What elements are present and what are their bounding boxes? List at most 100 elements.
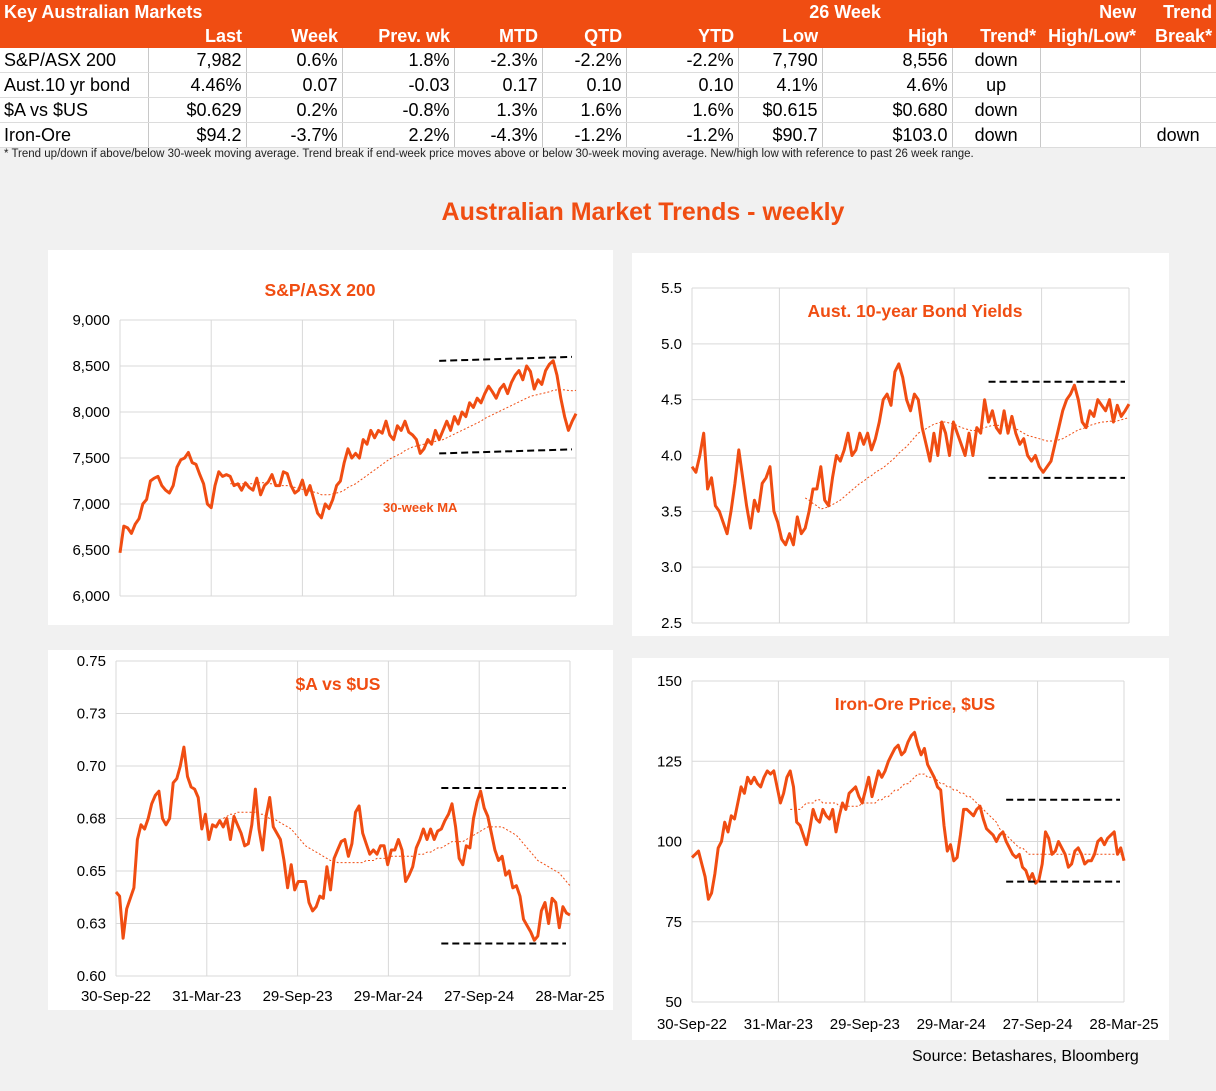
aud-usd-chart: 0.60 0.63 0.65 0.68 0.70 0.73 0.75 30-Sep-22 31-…: [77, 653, 605, 1005]
asx200-chart: 6,000 6,500 7,000 7,500 8,000 8,500 9,000 S&P/A…: [72, 280, 578, 605]
x-tick-label: 30-Sep-22: [657, 1016, 727, 1033]
table-title: Key Australian Markets: [0, 0, 627, 24]
table-cell-newhl: [1040, 72, 1141, 98]
table-cell-prev: -0.03: [342, 72, 455, 98]
table-cell-last: 4.46%: [148, 72, 247, 98]
col-header: High/Low*: [1040, 24, 1141, 48]
y-tick-label: 100: [657, 834, 682, 851]
table-row: $A vs $US $0.629 0.2% -0.8% 1.3% 1.6% 1.6% $0.6…: [0, 97, 1216, 123]
chart-title: S&P/ASX 200: [265, 280, 376, 300]
table-cell-high: $103.0: [822, 122, 953, 148]
y-tick-label: 150: [657, 673, 682, 690]
y-tick-label: 6,500: [72, 542, 110, 559]
table-cell-name: Iron-Ore: [0, 122, 149, 148]
header-new: New: [1040, 0, 1141, 24]
x-tick-label: 27-Sep-24: [444, 988, 514, 1005]
table-cell-prev: -0.8%: [342, 97, 455, 123]
x-tick-label: 27-Sep-24: [1003, 1016, 1073, 1033]
col-header: Low: [738, 24, 823, 48]
table-cell-brk: [1140, 97, 1216, 123]
table-cell-low: $90.7: [738, 122, 823, 148]
table-cell-mtd: 1.3%: [454, 97, 543, 123]
table-cell-name: $A vs $US: [0, 97, 149, 123]
range-line: [439, 355, 573, 362]
y-tick-label: 4.0: [661, 448, 682, 465]
y-tick-label: 0.75: [77, 653, 106, 670]
table-cell-qtd: -2.2%: [542, 48, 627, 73]
chart-panel-iron-ore: 50 75 100 125 150 30-Sep-22 31-Mar-23 29-Sep-23…: [632, 658, 1169, 1040]
x-tick-label: 29-Sep-23: [263, 988, 333, 1005]
price-series-line: [118, 359, 578, 554]
bond-yields-chart: 2.5 3.0 3.5 4.0 4.5 5.0 5.5 Aust. 10-year Bond …: [661, 280, 1131, 632]
table-cell-mtd: 0.17: [454, 72, 543, 98]
table-cell-prev: 1.8%: [342, 48, 455, 73]
table-cell-name: S&P/ASX 200: [0, 48, 149, 73]
header-26week: 26 Week: [738, 0, 953, 24]
table-cell-mtd: -2.3%: [454, 48, 543, 73]
col-header: MTD: [454, 24, 542, 48]
y-tick-label: 0.60: [77, 968, 106, 985]
price-series-line: [690, 362, 1131, 547]
table-cell-newhl: [1040, 97, 1141, 123]
table-cell-low: 7,790: [738, 48, 823, 73]
table-cell-mtd: -4.3%: [454, 122, 543, 148]
table-cell-high: 8,556: [822, 48, 953, 73]
y-tick-label: 2.5: [661, 615, 682, 632]
y-tick-label: 7,500: [72, 450, 110, 467]
y-tick-label: 3.5: [661, 503, 682, 520]
y-tick-label: 6,000: [72, 588, 110, 605]
moving-average-line: [222, 811, 571, 887]
y-tick-label: 125: [657, 753, 682, 770]
table-row: Iron-Ore $94.2 -3.7% 2.2% -4.3% -1.2% -1.2% $90…: [0, 122, 1216, 148]
x-tick-label: 28-Mar-25: [1089, 1016, 1158, 1033]
price-series-line: [114, 745, 571, 942]
table-cell-trend: down: [952, 97, 1041, 123]
table-cell-low: 4.1%: [738, 72, 823, 98]
table-cell-last: 7,982: [148, 48, 247, 73]
table-cell-name: Aust.10 yr bond: [0, 72, 149, 98]
table-cell-newhl: [1040, 122, 1141, 148]
header-trend: Trend: [1140, 0, 1216, 24]
table-cell-week: 0.2%: [246, 97, 343, 123]
table-cell-qtd: -1.2%: [542, 122, 627, 148]
chart-panel-bond-yields: 2.5 3.0 3.5 4.0 4.5 5.0 5.5 Aust. 10-year Bond …: [632, 253, 1169, 636]
col-header: High: [822, 24, 953, 48]
table-cell-last: $94.2: [148, 122, 247, 148]
table-cell-week: -3.7%: [246, 122, 343, 148]
source-note: Source: Betashares, Bloomberg: [912, 1048, 1139, 1065]
y-tick-label: 0.73: [77, 706, 106, 723]
table-cell-brk: down: [1140, 122, 1216, 148]
col-header: Prev. wk: [342, 24, 454, 48]
table-cell-high: $0.680: [822, 97, 953, 123]
col-header: Last: [148, 24, 246, 48]
y-tick-label: 8,500: [72, 358, 110, 375]
moving-average-line: [804, 417, 1130, 510]
table-cell-brk: [1140, 48, 1216, 73]
y-tick-label: 0.63: [77, 916, 106, 933]
col-header: YTD: [626, 24, 739, 48]
page-title: Australian Market Trends - weekly: [441, 198, 845, 226]
table-cell-ytd: -2.2%: [626, 48, 739, 73]
chart-panel-asx200: 6,000 6,500 7,000 7,500 8,000 8,500 9,000 S&P/A…: [48, 250, 613, 625]
table-cell-ytd: 1.6%: [626, 97, 739, 123]
markets-table: Key Australian Markets 26 Week New Trend…: [0, 0, 1216, 148]
col-header: Week: [246, 24, 342, 48]
price-series-line: [690, 730, 1126, 901]
col-header: Break*: [1140, 24, 1216, 48]
x-tick-label: 29-Mar-24: [354, 988, 423, 1005]
y-tick-label: 9,000: [72, 312, 110, 329]
x-tick-label: 31-Mar-23: [744, 1016, 813, 1033]
iron-ore-chart: 50 75 100 125 150 30-Sep-22 31-Mar-23 29-Sep-23…: [657, 673, 1159, 1033]
x-tick-label: 29-Mar-24: [917, 1016, 986, 1033]
col-header: QTD: [542, 24, 627, 48]
table-cell-prev: 2.2%: [342, 122, 455, 148]
table-cell-high: 4.6%: [822, 72, 953, 98]
moving-average-line: [230, 388, 577, 496]
y-tick-label: 7,000: [72, 496, 110, 513]
y-tick-label: 75: [665, 914, 682, 931]
table-cell-brk: [1140, 72, 1216, 98]
x-tick-label: 31-Mar-23: [172, 988, 241, 1005]
y-tick-label: 50: [665, 994, 682, 1011]
chart-title: Iron-Ore Price, $US: [835, 694, 995, 714]
table-row: Aust.10 yr bond 4.46% 0.07 -0.03 0.17 0.10 0.1…: [0, 72, 1216, 98]
